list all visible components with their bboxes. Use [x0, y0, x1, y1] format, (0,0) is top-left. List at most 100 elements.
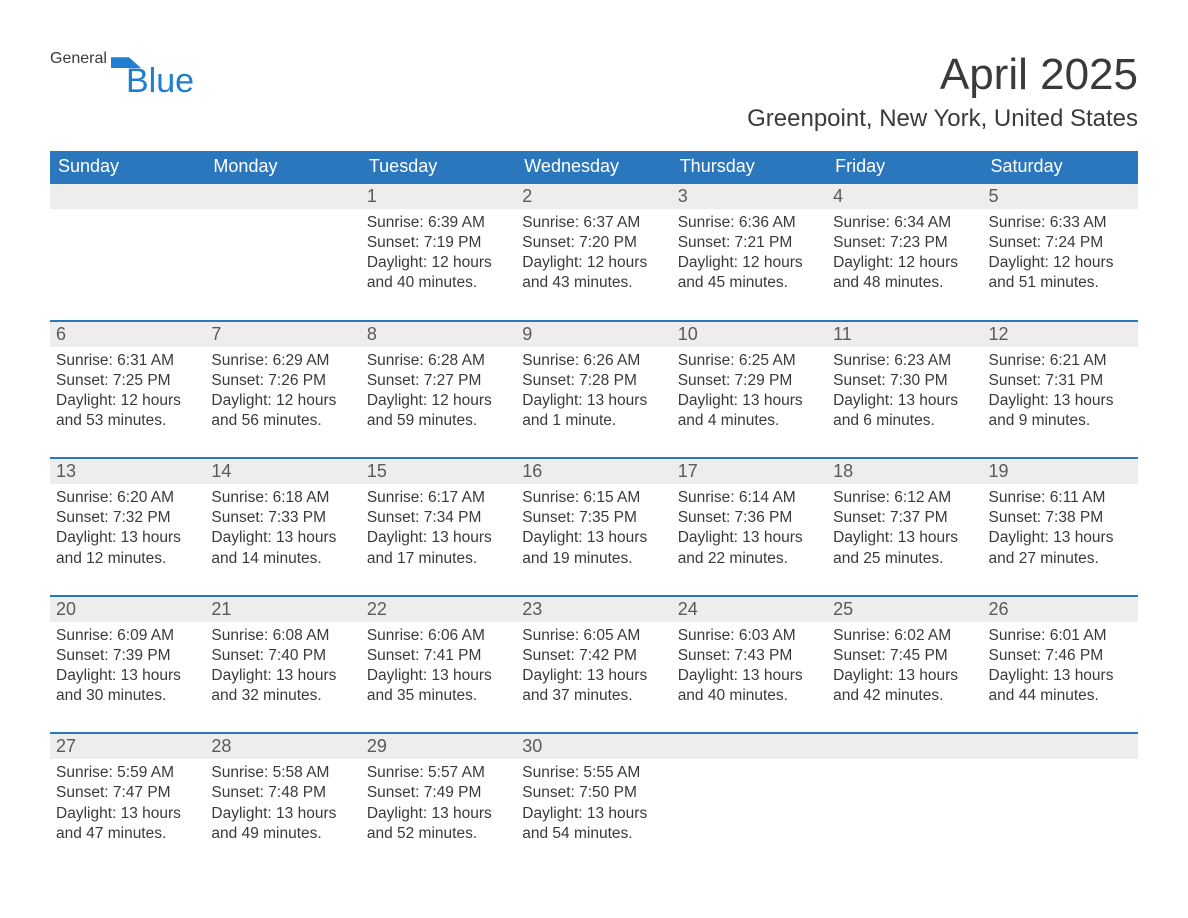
day-number: 4 [827, 184, 982, 209]
weekday-header: Monday [205, 151, 360, 182]
day-number: 26 [983, 597, 1138, 622]
day-number [50, 184, 205, 209]
daylight-text: Daylight: 13 hours and 40 minutes. [678, 666, 821, 706]
day-number: 12 [983, 322, 1138, 347]
sunset-text: Sunset: 7:45 PM [833, 646, 976, 666]
day-cell: Sunrise: 6:15 AMSunset: 7:35 PMDaylight:… [516, 484, 671, 577]
page-title: April 2025 [940, 50, 1138, 100]
daylight-text: Daylight: 12 hours and 53 minutes. [56, 391, 199, 431]
sunset-text: Sunset: 7:39 PM [56, 646, 199, 666]
daylight-text: Daylight: 13 hours and 47 minutes. [56, 804, 199, 844]
daylight-text: Daylight: 13 hours and 14 minutes. [211, 528, 354, 568]
day-number: 21 [205, 597, 360, 622]
sunrise-text: Sunrise: 6:25 AM [678, 351, 821, 371]
weekday-header: Tuesday [361, 151, 516, 182]
day-cell [205, 209, 360, 302]
sunrise-text: Sunrise: 6:37 AM [522, 213, 665, 233]
logo: General Blue [50, 50, 194, 101]
day-cell: Sunrise: 6:17 AMSunset: 7:34 PMDaylight:… [361, 484, 516, 577]
sunrise-text: Sunrise: 5:58 AM [211, 763, 354, 783]
sunset-text: Sunset: 7:21 PM [678, 233, 821, 253]
daylight-text: Daylight: 13 hours and 37 minutes. [522, 666, 665, 706]
day-number: 9 [516, 322, 671, 347]
day-cell: Sunrise: 6:14 AMSunset: 7:36 PMDaylight:… [672, 484, 827, 577]
day-number: 13 [50, 459, 205, 484]
daylight-text: Daylight: 13 hours and 12 minutes. [56, 528, 199, 568]
day-number: 22 [361, 597, 516, 622]
sunset-text: Sunset: 7:48 PM [211, 783, 354, 803]
daylight-text: Daylight: 12 hours and 48 minutes. [833, 253, 976, 293]
day-cell: Sunrise: 6:12 AMSunset: 7:37 PMDaylight:… [827, 484, 982, 577]
sunrise-text: Sunrise: 6:15 AM [522, 488, 665, 508]
sunrise-text: Sunrise: 5:55 AM [522, 763, 665, 783]
day-number: 30 [516, 734, 671, 759]
sunrise-text: Sunrise: 6:21 AM [989, 351, 1132, 371]
daylight-text: Daylight: 13 hours and 9 minutes. [989, 391, 1132, 431]
sunset-text: Sunset: 7:43 PM [678, 646, 821, 666]
day-number [205, 184, 360, 209]
day-number: 7 [205, 322, 360, 347]
sunrise-text: Sunrise: 5:59 AM [56, 763, 199, 783]
sunset-text: Sunset: 7:37 PM [833, 508, 976, 528]
day-number: 16 [516, 459, 671, 484]
day-cell: Sunrise: 6:36 AMSunset: 7:21 PMDaylight:… [672, 209, 827, 302]
sunrise-text: Sunrise: 6:34 AM [833, 213, 976, 233]
day-number: 8 [361, 322, 516, 347]
day-number: 23 [516, 597, 671, 622]
day-cell: Sunrise: 5:58 AMSunset: 7:48 PMDaylight:… [205, 759, 360, 852]
day-number: 17 [672, 459, 827, 484]
day-cell: Sunrise: 6:06 AMSunset: 7:41 PMDaylight:… [361, 622, 516, 715]
daylight-text: Daylight: 13 hours and 42 minutes. [833, 666, 976, 706]
sunrise-text: Sunrise: 6:05 AM [522, 626, 665, 646]
daylight-text: Daylight: 12 hours and 40 minutes. [367, 253, 510, 293]
day-number: 24 [672, 597, 827, 622]
daylight-text: Daylight: 13 hours and 17 minutes. [367, 528, 510, 568]
day-cell: Sunrise: 6:39 AMSunset: 7:19 PMDaylight:… [361, 209, 516, 302]
day-number: 19 [983, 459, 1138, 484]
sunset-text: Sunset: 7:36 PM [678, 508, 821, 528]
day-number: 25 [827, 597, 982, 622]
sunrise-text: Sunrise: 6:11 AM [989, 488, 1132, 508]
daylight-text: Daylight: 13 hours and 49 minutes. [211, 804, 354, 844]
sunset-text: Sunset: 7:30 PM [833, 371, 976, 391]
daylight-text: Daylight: 13 hours and 25 minutes. [833, 528, 976, 568]
daylight-text: Daylight: 13 hours and 30 minutes. [56, 666, 199, 706]
daylight-text: Daylight: 13 hours and 6 minutes. [833, 391, 976, 431]
sunrise-text: Sunrise: 6:39 AM [367, 213, 510, 233]
sunset-text: Sunset: 7:27 PM [367, 371, 510, 391]
day-cell: Sunrise: 6:28 AMSunset: 7:27 PMDaylight:… [361, 347, 516, 440]
daylight-text: Daylight: 13 hours and 35 minutes. [367, 666, 510, 706]
weekday-header: Sunday [50, 151, 205, 182]
weekday-header: Wednesday [516, 151, 671, 182]
sunset-text: Sunset: 7:38 PM [989, 508, 1132, 528]
sunrise-text: Sunrise: 6:36 AM [678, 213, 821, 233]
day-cell: Sunrise: 6:25 AMSunset: 7:29 PMDaylight:… [672, 347, 827, 440]
day-cell: Sunrise: 6:23 AMSunset: 7:30 PMDaylight:… [827, 347, 982, 440]
day-cell: Sunrise: 6:33 AMSunset: 7:24 PMDaylight:… [983, 209, 1138, 302]
day-number: 27 [50, 734, 205, 759]
daylight-text: Daylight: 13 hours and 19 minutes. [522, 528, 665, 568]
sunrise-text: Sunrise: 6:28 AM [367, 351, 510, 371]
day-cell [50, 209, 205, 302]
sunset-text: Sunset: 7:28 PM [522, 371, 665, 391]
sunset-text: Sunset: 7:41 PM [367, 646, 510, 666]
day-cell: Sunrise: 6:34 AMSunset: 7:23 PMDaylight:… [827, 209, 982, 302]
sunset-text: Sunset: 7:24 PM [989, 233, 1132, 253]
sunset-text: Sunset: 7:42 PM [522, 646, 665, 666]
daylight-text: Daylight: 12 hours and 59 minutes. [367, 391, 510, 431]
day-cell: Sunrise: 6:11 AMSunset: 7:38 PMDaylight:… [983, 484, 1138, 577]
sunrise-text: Sunrise: 6:23 AM [833, 351, 976, 371]
sunrise-text: Sunrise: 6:12 AM [833, 488, 976, 508]
sunrise-text: Sunrise: 6:01 AM [989, 626, 1132, 646]
sunrise-text: Sunrise: 6:20 AM [56, 488, 199, 508]
daylight-text: Daylight: 13 hours and 32 minutes. [211, 666, 354, 706]
day-number: 5 [983, 184, 1138, 209]
sunrise-text: Sunrise: 6:33 AM [989, 213, 1132, 233]
sunset-text: Sunset: 7:35 PM [522, 508, 665, 528]
daylight-text: Daylight: 12 hours and 51 minutes. [989, 253, 1132, 293]
day-number: 1 [361, 184, 516, 209]
sunrise-text: Sunrise: 6:06 AM [367, 626, 510, 646]
weekday-header: Saturday [983, 151, 1138, 182]
day-number: 14 [205, 459, 360, 484]
sunset-text: Sunset: 7:40 PM [211, 646, 354, 666]
